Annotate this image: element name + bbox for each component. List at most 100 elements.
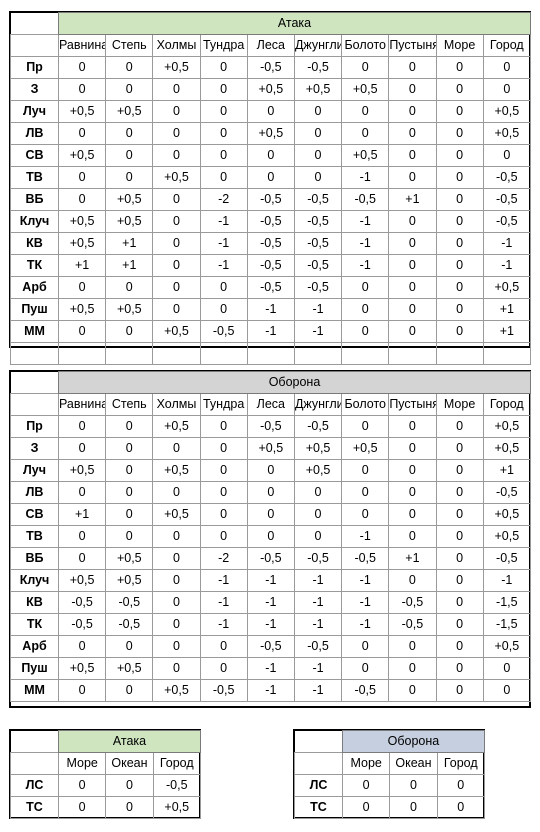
- defense-row-label: ТК: [10, 613, 59, 636]
- attack-value-cell: 0: [152, 298, 201, 321]
- defense-row-label: Арб: [10, 635, 59, 658]
- attack-row-label: ТК: [10, 254, 59, 277]
- attack-value-cell: -0,5: [293, 56, 343, 79]
- defense-value-cell: -1: [199, 591, 248, 614]
- attack-value-cell: 0: [341, 298, 390, 321]
- attack-value-cell: 0: [199, 144, 248, 167]
- defense-value-cell: +0,5: [341, 437, 390, 460]
- attack-column-header: Тундра: [199, 34, 248, 57]
- attack-row-label: Пуш: [10, 298, 59, 321]
- defense-value-cell: -0,5: [293, 415, 343, 438]
- attack-value-cell: +0,5: [246, 78, 295, 101]
- defense-value-cell: -0,5: [293, 547, 343, 570]
- defense-row-label: ТВ: [10, 525, 59, 548]
- attack-value-cell: 0: [152, 232, 201, 255]
- attack-value-cell: 0: [388, 78, 437, 101]
- attack-value-cell: -1: [341, 210, 390, 233]
- defense-value-cell: 0: [152, 657, 201, 680]
- defense-value-cell: 0: [388, 657, 437, 680]
- defense-value-cell: 0: [152, 547, 201, 570]
- defense-row: З 0 0 0 0 +0,5 +0,5 +0,5 0 0 +0,5: [10, 437, 531, 460]
- defense-corner-cell: [11, 372, 59, 394]
- defense-value-cell: 0: [246, 481, 295, 504]
- defense-value-cell: -0,5: [105, 613, 154, 636]
- defense-row: Пр 0 0 +0,5 0 -0,5 -0,5 0 0 0 +0,5: [10, 415, 531, 438]
- defense-value-cell: +0,5: [482, 635, 531, 658]
- attack-header-blank: [10, 34, 59, 57]
- attack-value-cell: 0: [152, 78, 201, 101]
- attack-value-cell: 0: [482, 78, 531, 101]
- defense-value-cell: -0,5: [246, 415, 295, 438]
- defense-value-cell: -1: [293, 613, 343, 636]
- attack-value-cell: +1: [482, 298, 531, 321]
- defense-value-cell: -0,5: [199, 679, 248, 702]
- defense-column-header: Леса: [246, 393, 295, 416]
- defense-row: ММ 0 0 +0,5 -0,5 -1 -1 -0,5 0 0 0: [10, 679, 531, 702]
- defense-value-cell: 0: [105, 437, 154, 460]
- attack-value-cell: 0: [199, 78, 248, 101]
- attack-value-cell: 0: [435, 166, 484, 189]
- attack-value-cell: 0: [199, 122, 248, 145]
- defense-row-label: ЛВ: [10, 481, 59, 504]
- defense-row: ЛВ 0 0 0 0 0 0 0 0 0 -0,5: [10, 481, 531, 504]
- attack-value-cell: 0: [152, 276, 201, 299]
- defense-row: Пуш +0,5 +0,5 0 0 -1 -1 0 0 0 0: [10, 657, 531, 680]
- attack-value-cell: 0: [388, 254, 437, 277]
- naval-defense-column-header: Океан: [389, 752, 438, 775]
- defense-value-cell: 0: [57, 437, 107, 460]
- attack-value-cell: -1: [199, 232, 248, 255]
- attack-value-cell: +0,5: [152, 166, 201, 189]
- defense-value-cell: +0,5: [246, 437, 295, 460]
- defense-value-cell: -1: [246, 657, 295, 680]
- attack-row: СВ +0,5 0 0 0 0 0 +0,5 0 0 0: [10, 144, 531, 167]
- attack-value-cell: 0: [435, 100, 484, 123]
- defense-row-label: Луч: [10, 459, 59, 482]
- attack-row: Клуч +0,5 +0,5 0 -1 -0,5 -0,5 -1 0 0 -0,5: [10, 210, 531, 233]
- defense-value-cell: 0: [199, 415, 248, 438]
- attack-row-label: Арб: [10, 276, 59, 299]
- defense-header-row: Равнина Степь Холмы Тундра Леса Джунгли Болото…: [10, 393, 531, 416]
- attack-row-label: Луч: [10, 100, 59, 123]
- defense-value-cell: 0: [152, 635, 201, 658]
- defense-value-cell: +0,5: [482, 437, 531, 460]
- defense-value-cell: -1: [293, 569, 343, 592]
- attack-blank-cell: [10, 342, 59, 365]
- naval-attack-value-cell: 0: [105, 774, 154, 797]
- defense-value-cell: -1: [482, 569, 531, 592]
- attack-value-cell: -0,5: [482, 188, 531, 211]
- defense-column-header: Море: [435, 393, 484, 416]
- defense-value-cell: 0: [341, 459, 390, 482]
- attack-value-cell: 0: [57, 166, 107, 189]
- attack-value-cell: 0: [57, 122, 107, 145]
- attack-value-cell: +0,5: [57, 210, 107, 233]
- attack-row-label: ЛВ: [10, 122, 59, 145]
- attack-value-cell: -1: [341, 254, 390, 277]
- naval-attack-value-cell: 0: [105, 796, 154, 819]
- defense-value-cell: -1: [199, 613, 248, 636]
- attack-value-cell: 0: [152, 100, 201, 123]
- attack-value-cell: -0,5: [482, 166, 531, 189]
- defense-column-header: Болото: [341, 393, 390, 416]
- naval-defense-title: Оборона: [342, 730, 485, 753]
- defense-value-cell: 0: [199, 635, 248, 658]
- defense-value-cell: +0,5: [152, 459, 201, 482]
- attack-value-cell: 0: [388, 166, 437, 189]
- attack-value-cell: -2: [199, 188, 248, 211]
- attack-value-cell: -1: [482, 232, 531, 255]
- naval-defense-value-cell: 0: [436, 796, 485, 819]
- attack-row: Пуш +0,5 +0,5 0 0 -1 -1 0 0 0 +1: [10, 298, 531, 321]
- defense-value-cell: -1: [293, 591, 343, 614]
- naval-attack-header-row: Море Океан Город: [10, 752, 201, 775]
- defense-column-header: Холмы: [152, 393, 201, 416]
- attack-blank-cell: [341, 342, 390, 365]
- attack-value-cell: 0: [105, 56, 154, 79]
- attack-value-cell: +0,5: [482, 122, 531, 145]
- attack-row: ВБ 0 +0,5 0 -2 -0,5 -0,5 -0,5 +1 0 -0,5: [10, 188, 531, 211]
- attack-value-cell: 0: [435, 122, 484, 145]
- defense-value-cell: 0: [105, 635, 154, 658]
- defense-value-cell: 0: [246, 503, 295, 526]
- naval-attack-corner-cell: [11, 731, 59, 753]
- attack-blank-cell: [57, 342, 107, 365]
- defense-value-cell: -1: [246, 613, 295, 636]
- attack-value-cell: 0: [341, 100, 390, 123]
